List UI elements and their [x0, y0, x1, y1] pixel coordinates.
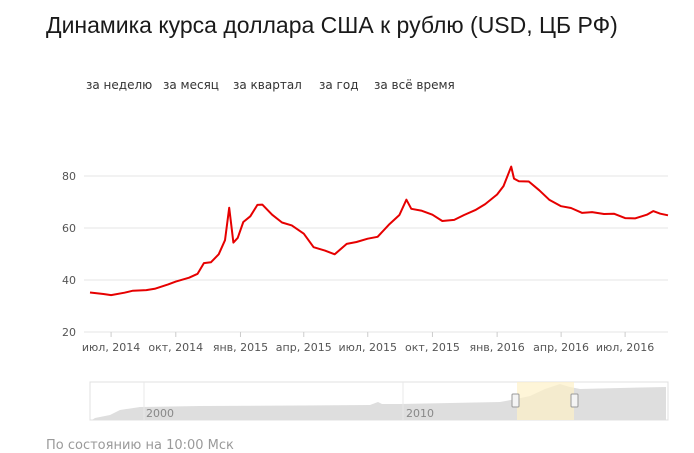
x-tick-label: янв, 2015 [213, 341, 268, 354]
x-tick-label: янв, 2016 [469, 341, 524, 354]
navigator-label-2010: 2010 [406, 407, 434, 420]
x-tick-label: апр, 2015 [276, 341, 332, 354]
period-all-time[interactable]: за всё время [374, 78, 455, 92]
period-quarter[interactable]: за квартал [233, 78, 302, 92]
y-tick-label: 40 [62, 274, 76, 287]
navigator-handle-right[interactable] [570, 393, 579, 408]
period-year[interactable]: за год [319, 78, 359, 92]
period-week[interactable]: за неделю [86, 78, 153, 92]
series-line-usd-rub [89, 165, 669, 297]
y-tick-label: 60 [62, 222, 76, 235]
x-axis-ticks: июл, 2014 окт, 2014 янв, 2015 апр, 2015 июл,… [82, 332, 654, 354]
x-tick-label: июл, 2015 [339, 341, 397, 354]
navigator-handle-left[interactable] [511, 393, 520, 408]
x-tick-label: окт, 2015 [405, 341, 460, 354]
navigator-selection[interactable] [517, 382, 574, 420]
grid-lines [84, 175, 668, 333]
range-navigator[interactable]: 2000 2010 [89, 381, 669, 421]
footer-note: По состоянию на 10:00 Мск [46, 438, 234, 453]
y-tick-label: 20 [62, 326, 76, 339]
chart-title: Динамика курса доллара США к рублю (USD,… [46, 12, 618, 38]
y-tick-label: 80 [62, 170, 76, 183]
x-tick-label: апр, 2016 [533, 341, 589, 354]
y-axis-ticks: 20 40 60 80 [62, 170, 76, 339]
navigator-label-2000: 2000 [146, 407, 174, 420]
x-tick-label: июл, 2016 [596, 341, 654, 354]
x-tick-label: июл, 2014 [82, 341, 140, 354]
period-month[interactable]: за месяц [163, 78, 219, 92]
x-tick-label: окт, 2014 [148, 341, 203, 354]
